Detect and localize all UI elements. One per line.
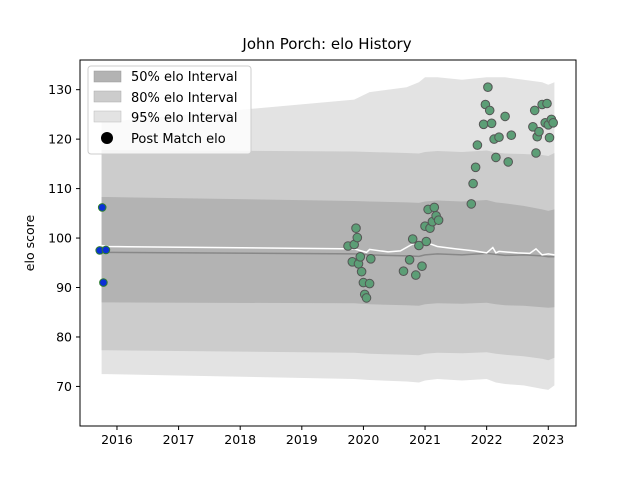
- x-tick-label: 2023: [532, 432, 564, 447]
- y-tick-label: 70: [56, 379, 72, 394]
- post-match-point: [398, 266, 409, 277]
- post-match-point: [548, 118, 559, 128]
- x-tick-label: 2018: [224, 432, 256, 447]
- post-match-point: [478, 119, 489, 130]
- post-match-elo-line: [101, 241, 555, 256]
- post-match-point: [351, 223, 361, 233]
- post-match-point: [411, 270, 421, 280]
- interval-bands: [101, 77, 555, 390]
- post-match-point: [491, 152, 501, 163]
- post-match-point: [352, 232, 363, 243]
- legend-label-80: 80% elo Interval: [131, 91, 238, 106]
- post-match-point: [484, 105, 495, 116]
- y-tick-label: 100: [48, 231, 72, 246]
- post-match-point: [470, 162, 481, 173]
- post-match-points: [95, 82, 559, 303]
- legend-label-95: 95% elo Interval: [131, 111, 238, 126]
- initial-elo-point: [99, 278, 108, 287]
- post-match-point: [361, 293, 372, 303]
- legend-swatch-95: [93, 110, 122, 123]
- post-match-point: [355, 251, 366, 262]
- post-match-point: [506, 130, 517, 140]
- post-match-point: [544, 132, 555, 143]
- post-match-point: [542, 98, 552, 109]
- legend-swatch-50: [93, 70, 122, 83]
- post-match-point: [483, 82, 493, 92]
- chart-title: John Porch: elo History: [241, 35, 411, 53]
- legend-label-post-match: Post Match elo: [131, 132, 226, 147]
- x-tick-label: 2022: [471, 432, 503, 447]
- post-match-point: [414, 240, 424, 251]
- post-match-point: [421, 236, 432, 247]
- initial-elo-point: [97, 203, 107, 212]
- band-50: [101, 197, 555, 308]
- y-tick-label: 90: [56, 280, 72, 295]
- post-match-point: [366, 253, 376, 264]
- post-match-point: [417, 261, 427, 272]
- legend: 50% elo Interval 80% elo Interval 95% el…: [87, 65, 252, 155]
- x-tick-label: 2020: [348, 432, 380, 447]
- post-match-point: [404, 254, 415, 265]
- post-match-point: [468, 178, 478, 189]
- legend-marker-post-match: [101, 132, 113, 144]
- y-axis-label: elo score: [22, 215, 37, 272]
- post-match-point: [529, 105, 540, 116]
- legend-swatch-80: [93, 90, 122, 103]
- post-match-point: [494, 132, 504, 142]
- x-tick-label: 2019: [286, 432, 318, 447]
- post-match-point: [500, 111, 510, 122]
- post-match-point: [429, 202, 440, 213]
- post-match-point: [486, 118, 497, 129]
- plot-area-frame: [79, 59, 577, 427]
- legend-label-50: 50% elo Interval: [131, 70, 238, 85]
- post-match-point: [466, 199, 477, 209]
- post-match-point: [531, 148, 541, 158]
- post-match-point: [503, 157, 514, 167]
- post-match-point: [407, 234, 418, 244]
- legend-frame: [87, 65, 252, 155]
- post-match-point: [356, 266, 367, 277]
- x-tick-label: 2021: [409, 432, 441, 447]
- post-match-point: [433, 215, 444, 225]
- y-tick-label: 110: [48, 181, 72, 196]
- post-match-point: [472, 140, 483, 150]
- y-tick-label: 120: [48, 132, 72, 147]
- post-match-point: [534, 126, 544, 137]
- y-tick-label: 80: [56, 329, 72, 344]
- y-tick-label: 130: [48, 82, 72, 97]
- post-match-point: [364, 278, 375, 289]
- initial-elo-point: [101, 245, 111, 255]
- post-match-point: [528, 122, 538, 132]
- x-tick-label: 2017: [163, 432, 195, 447]
- x-tick-label: 2016: [101, 432, 133, 447]
- axis-ticks: 2016 2017 2018 2019 2020 2021 2022 2023 70 80 90 10…: [48, 82, 564, 447]
